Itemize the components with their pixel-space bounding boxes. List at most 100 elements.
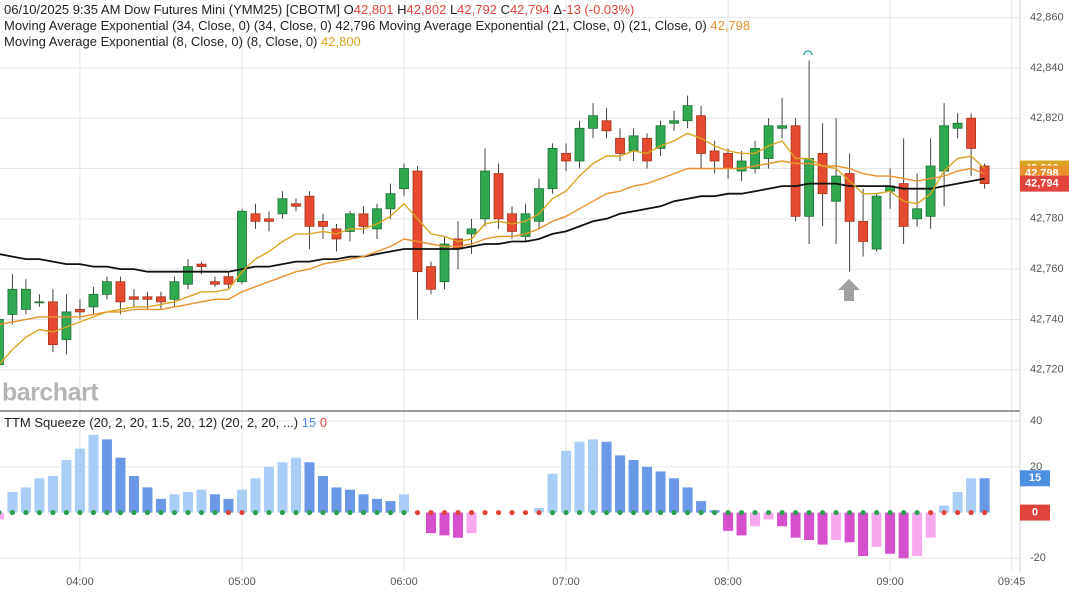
indicator-badge — [1020, 470, 1050, 487]
y-tick-label: 42,740 — [1030, 313, 1064, 325]
histogram-bar — [750, 512, 761, 527]
squeeze-dot — [306, 509, 313, 516]
squeeze-dot — [374, 509, 380, 516]
low-value: 42,792 — [457, 2, 497, 17]
candle-body — [426, 266, 436, 290]
squeeze-dot — [819, 509, 826, 516]
candle-body — [75, 308, 85, 313]
histogram-bar — [47, 476, 58, 513]
high-marker — [803, 50, 813, 56]
squeeze-dot — [441, 509, 448, 516]
histogram-bar — [263, 466, 274, 513]
histogram-bar — [628, 460, 639, 513]
histogram-bar — [128, 476, 139, 513]
x-tick-label: 05:00 — [228, 576, 256, 588]
squeeze-dot — [104, 509, 110, 516]
indicator-header: TTM Squeeze (20, 2, 20, 1.5, 20, 12) (20… — [4, 415, 327, 430]
squeeze-dot — [941, 509, 947, 516]
squeeze-dot — [401, 509, 407, 516]
histogram-bar — [871, 512, 882, 547]
squeeze-dot — [90, 509, 97, 516]
ema-legend: Moving Average Exponential (34, Close, 0… — [4, 18, 750, 33]
squeeze-badge — [1020, 504, 1050, 521]
histogram-bar — [601, 441, 612, 513]
histogram-bar — [358, 494, 369, 513]
indicator-dot-value: 0 — [320, 415, 327, 430]
squeeze-dot — [752, 509, 758, 516]
histogram-bar — [88, 434, 99, 513]
legend-params: (34, Close, 0) — [254, 18, 332, 33]
squeeze-dot — [171, 509, 178, 516]
price-badge — [1020, 175, 1069, 192]
histogram-bar — [655, 471, 666, 513]
squeeze-dot — [320, 509, 326, 516]
squeeze-dot — [549, 509, 556, 516]
histogram-bar — [74, 448, 85, 513]
squeeze-dot — [347, 509, 353, 516]
squeeze-dot — [131, 509, 137, 516]
candle-body — [0, 319, 4, 366]
y-tick-label: 42,720 — [1030, 364, 1064, 376]
axes: 04:00 05:00 06:00 07:00 08:00 09:00 09:45 42,72… — [66, 12, 1069, 588]
candle-body — [777, 125, 787, 129]
squeeze-dot — [252, 509, 259, 516]
squeeze-dot — [982, 509, 988, 516]
squeeze-dot — [63, 509, 70, 516]
candle-body — [277, 198, 288, 215]
price-badge-label: 42,794 — [1025, 178, 1060, 190]
candle-body — [358, 213, 369, 227]
change-label: Δ — [553, 2, 562, 17]
squeeze-dot — [874, 509, 880, 516]
candle-body — [804, 158, 814, 217]
histogram-bar — [682, 487, 693, 513]
close-value: 42,794 — [510, 2, 550, 17]
squeeze-dot — [495, 509, 502, 516]
squeeze-dot — [684, 509, 691, 516]
squeeze-dot — [198, 509, 205, 516]
squeeze-dot — [185, 509, 191, 516]
candle-body — [210, 281, 220, 285]
histogram-bar — [588, 439, 599, 513]
change-value: -13 (-0.03%) — [562, 2, 634, 17]
histogram-bar — [804, 512, 815, 540]
squeeze-dot — [792, 509, 799, 516]
legend-params: (8, Close, 0) — [247, 34, 318, 49]
squeeze-dot — [509, 509, 515, 516]
squeeze-dot — [928, 509, 934, 516]
legend-name: Moving Average Exponential (8, Close, 0) — [4, 34, 243, 49]
candle-body — [520, 213, 531, 237]
candle-body — [601, 120, 612, 132]
squeeze-dot — [455, 509, 461, 516]
open-value: 42,801 — [354, 2, 394, 17]
histogram-bar — [669, 478, 680, 513]
squeeze-dot — [414, 509, 421, 516]
squeeze-dot — [725, 509, 731, 516]
marks — [0, 60, 990, 559]
legend-name: Moving Average Exponential (21, Close, 0… — [379, 18, 625, 33]
candle-body — [291, 203, 301, 207]
histogram-bar — [0, 512, 4, 520]
candle-body — [399, 168, 409, 190]
y-tick-label: 42,780 — [1030, 213, 1064, 225]
squeeze-dot — [765, 509, 772, 516]
legend-name: Moving Average Exponential (34, Close, 0… — [4, 18, 250, 33]
candle-body — [615, 137, 625, 154]
candle-body — [237, 210, 247, 283]
squeeze-dot — [522, 509, 529, 516]
squeeze-dot — [428, 509, 434, 516]
squeeze-dot — [901, 509, 907, 516]
squeeze-dot — [603, 509, 610, 516]
squeeze-dot — [617, 509, 623, 516]
ema-line — [0, 132, 986, 365]
histogram-bar — [399, 494, 410, 513]
candle-body — [223, 276, 234, 285]
squeeze-dot — [239, 509, 245, 516]
histogram-bar — [155, 498, 166, 513]
candle-body — [21, 288, 31, 310]
candle-body — [817, 153, 828, 195]
ema-line — [0, 160, 985, 326]
candle-body — [183, 266, 193, 285]
histogram-bar — [250, 478, 261, 513]
candle-body — [871, 195, 882, 250]
